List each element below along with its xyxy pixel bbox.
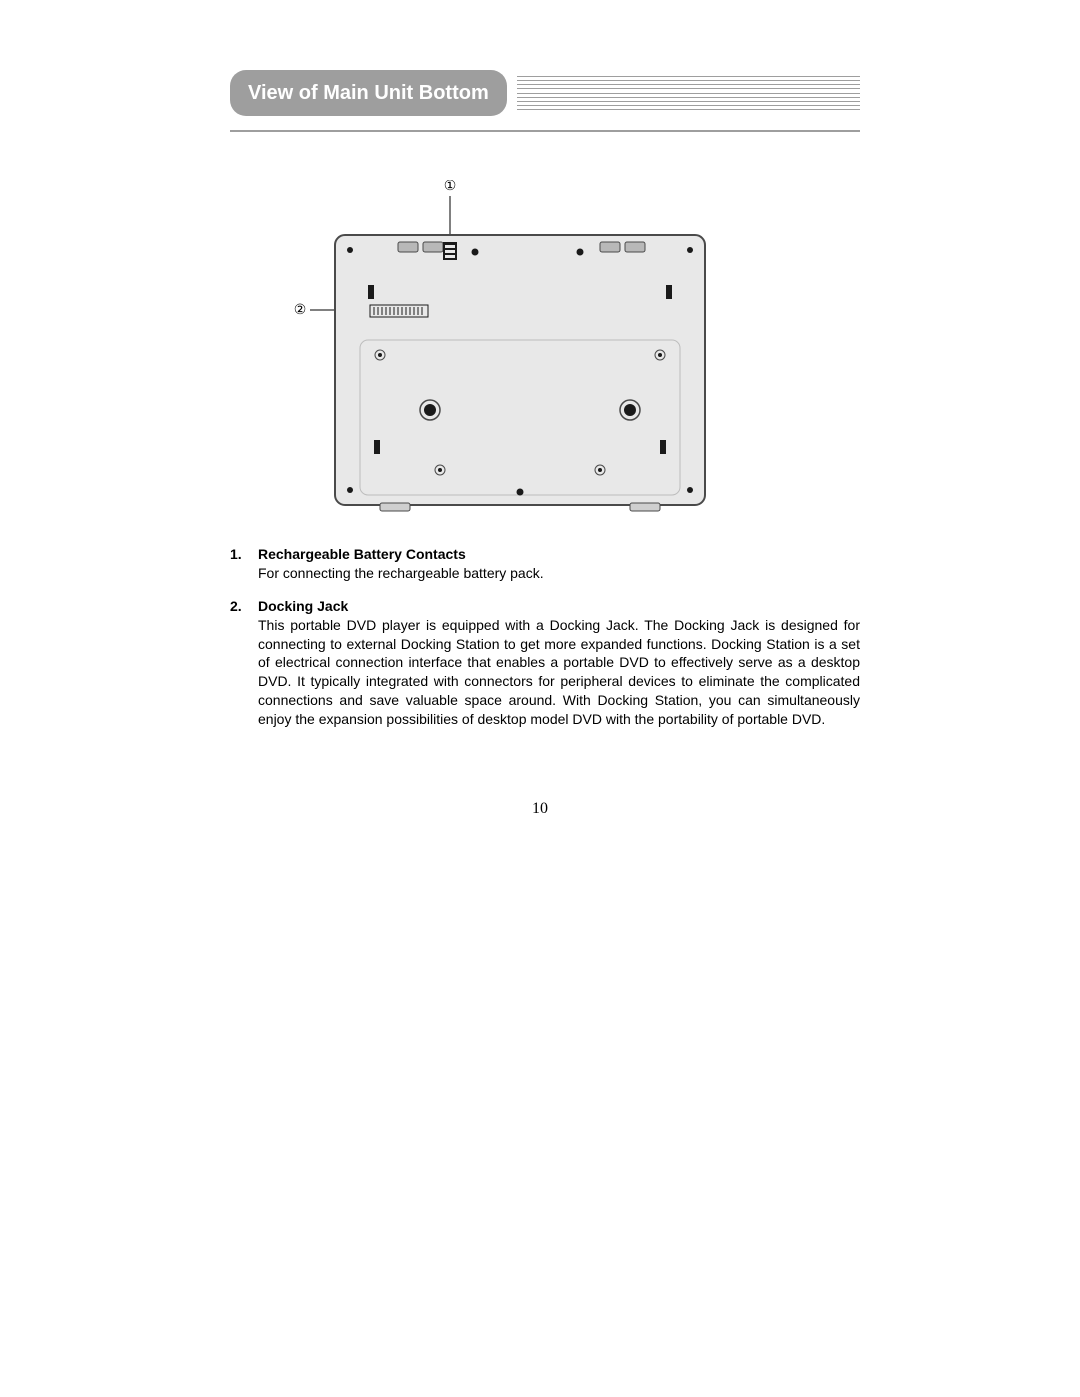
- item-body: Docking Jack This portable DVD player is…: [258, 597, 860, 729]
- unit-panel: [335, 235, 705, 511]
- header-rule-line: [517, 76, 860, 77]
- page-number: 10: [0, 800, 1080, 818]
- callout-label-2: ②: [294, 301, 307, 317]
- item-number: 2.: [230, 597, 258, 729]
- header-rule-line: [517, 101, 860, 102]
- item-description: This portable DVD player is equipped wit…: [258, 616, 860, 729]
- header-rule-line: [517, 84, 860, 85]
- manual-page: View of Main Unit Bottom ① ②: [0, 0, 1080, 1397]
- section-title-pill: View of Main Unit Bottom: [230, 70, 507, 116]
- item-title: Rechargeable Battery Contacts: [258, 545, 860, 564]
- list-item: 1. Rechargeable Battery Contacts For con…: [230, 545, 860, 583]
- description-list: 1. Rechargeable Battery Contacts For con…: [230, 545, 860, 743]
- header-ruling-lines: [517, 70, 860, 116]
- header-rule-line: [517, 88, 860, 89]
- header-rule-line: [517, 97, 860, 98]
- callout-label-1: ①: [444, 180, 457, 193]
- item-title: Docking Jack: [258, 597, 860, 616]
- diagram-svg: ① ②: [280, 180, 740, 520]
- unit-bottom-diagram: ① ②: [280, 180, 740, 520]
- list-item: 2. Docking Jack This portable DVD player…: [230, 597, 860, 729]
- header-rule-line: [517, 80, 860, 81]
- item-body: Rechargeable Battery Contacts For connec…: [258, 545, 860, 583]
- battery-contacts: [443, 242, 457, 260]
- header-rule-line: [517, 105, 860, 106]
- header-row: View of Main Unit Bottom: [230, 70, 860, 116]
- header-rule-line: [517, 109, 860, 110]
- bottom-center-screw: [517, 489, 524, 496]
- header-rule-line: [517, 93, 860, 94]
- item-number: 1.: [230, 545, 258, 583]
- page-header: View of Main Unit Bottom: [230, 70, 860, 132]
- header-underline: [230, 130, 860, 132]
- item-description: For connecting the rechargeable battery …: [258, 564, 860, 583]
